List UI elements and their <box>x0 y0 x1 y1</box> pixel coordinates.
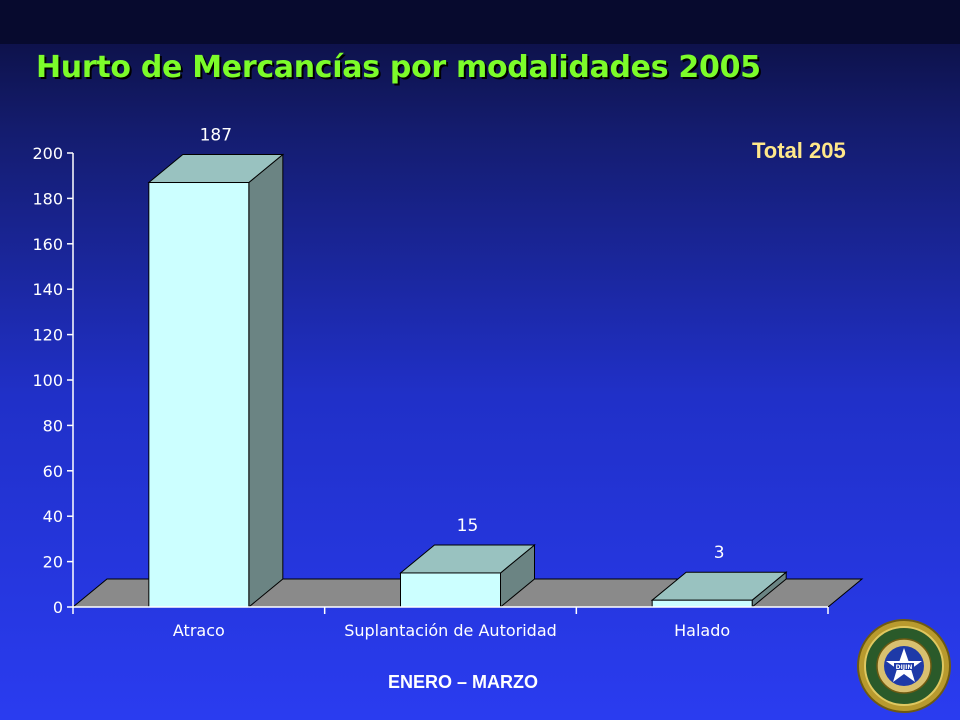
x-tick-label: Suplantación de Autoridad <box>344 621 557 640</box>
total-label: Total 205 <box>752 138 846 163</box>
y-tick-label: 100 <box>32 371 63 390</box>
date-range-footer: ENERO – MARZO <box>388 672 539 692</box>
bar <box>400 572 501 608</box>
top-band <box>0 0 960 44</box>
bar-side <box>248 153 284 609</box>
y-tick-label: 80 <box>43 416 63 435</box>
y-tick-label: 120 <box>32 326 63 345</box>
x-tick-label: Atraco <box>173 621 225 640</box>
bar <box>651 599 753 608</box>
data-label: 3 <box>714 543 725 563</box>
data-label: 15 <box>457 516 479 536</box>
y-tick-label: 200 <box>32 144 63 163</box>
y-tick-label: 140 <box>32 280 63 299</box>
bar <box>148 182 250 608</box>
y-tick-label: 20 <box>43 553 63 572</box>
police-seal-icon: DIJIN <box>857 619 951 713</box>
slide-title: Hurto de Mercancías por modalidades 2005 <box>36 50 761 85</box>
y-tick-label: 60 <box>43 462 63 481</box>
y-tick-label: 40 <box>43 507 63 526</box>
y-tick-label: 180 <box>32 189 63 208</box>
svg-text:DIJIN: DIJIN <box>896 664 913 671</box>
y-tick-label: 0 <box>53 598 63 617</box>
x-tick-label: Halado <box>674 621 730 640</box>
data-label: 187 <box>200 126 232 146</box>
y-tick-label: 160 <box>32 235 63 254</box>
